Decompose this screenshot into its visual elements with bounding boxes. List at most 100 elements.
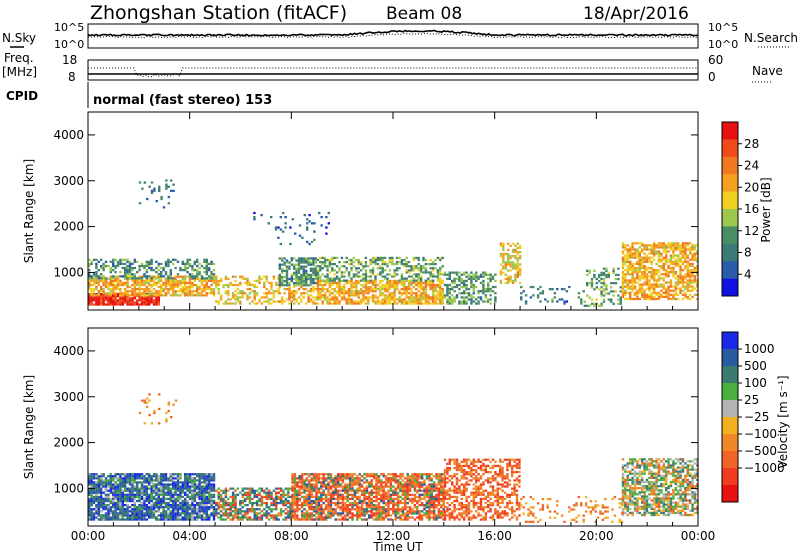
data-cell [487,282,489,284]
data-cell [215,502,217,504]
data-cell [451,298,453,300]
data-cell [254,490,256,492]
data-cell [394,300,396,302]
data-cell [598,274,600,276]
data-cell [277,226,279,228]
data-cell [165,282,167,284]
data-cell [556,300,558,302]
data-cell [306,516,308,518]
data-cell [285,500,287,502]
data-cell [117,286,119,288]
data-cell [138,284,140,286]
data-cell [627,257,629,259]
data-cell [667,242,669,244]
power-scatter [88,179,699,307]
data-cell [372,300,374,302]
data-cell [282,510,284,512]
data-cell [382,288,384,290]
data-cell [134,294,136,296]
data-cell [244,492,246,494]
data-cell [194,510,196,512]
data-cell [126,473,128,475]
data-cell [509,276,511,278]
data-cell [655,246,657,248]
data-cell [408,284,410,286]
data-cell [244,494,246,496]
data-cell [509,261,511,263]
data-cell [153,504,155,506]
data-cell [213,488,215,490]
data-cell [90,494,92,496]
data-cell [230,510,232,512]
data-cell [160,516,162,518]
data-cell [326,300,328,302]
data-cell [675,271,677,273]
data-cell [470,294,472,296]
data-cell [306,226,308,228]
data-cell [98,277,100,279]
data-cell [112,286,114,288]
data-cell [107,483,109,485]
data-cell [95,510,97,512]
data-cell [643,298,645,300]
data-cell [153,299,155,301]
data-cell [667,265,669,267]
data-cell [465,272,467,274]
data-cell [338,292,340,294]
data-cell [384,294,386,296]
data-cell [672,246,674,248]
data-cell [114,292,116,294]
data-cell [110,479,112,481]
data-cell [263,300,265,302]
data-cell [667,273,669,275]
data-cell [636,248,638,250]
data-cell [206,267,208,269]
data-cell [102,508,104,510]
data-cell [672,267,674,269]
data-cell [384,275,386,277]
data-cell [389,273,391,275]
data-cell [184,290,186,292]
data-cell [334,280,336,282]
data-cell [126,280,128,282]
data-cell [473,292,475,294]
data-cell [126,261,128,263]
data-cell [612,294,614,296]
data-cell [343,271,345,273]
data-cell [355,294,357,296]
data-cell [386,286,388,288]
data-cell [403,259,405,261]
data-cell [360,290,362,292]
data-cell [437,290,439,292]
data-cell [150,510,152,512]
data-cell [246,278,248,280]
data-cell [620,303,622,305]
data-cell [684,250,686,252]
data-cell [266,292,268,294]
data-cell [507,253,509,255]
data-cell [98,498,100,500]
data-cell [124,510,126,512]
data-cell [114,512,116,514]
data-cell [308,512,310,514]
data-cell [201,516,203,518]
data-cell [249,282,251,284]
data-cell [244,504,246,506]
data-cell [148,267,150,269]
data-cell [684,244,686,246]
data-cell [631,283,633,285]
data-cell [401,273,403,275]
data-cell [153,301,155,303]
data-cell [232,506,234,508]
data-cell [258,300,260,302]
data-cell [502,249,504,251]
data-cell [165,286,167,288]
data-cell [150,280,152,282]
data-cell [365,257,367,259]
data-cell [291,508,293,510]
data-cell [268,508,270,510]
data-cell [559,298,561,300]
data-cell [561,298,563,300]
data-cell [119,479,121,481]
data-cell [660,255,662,257]
